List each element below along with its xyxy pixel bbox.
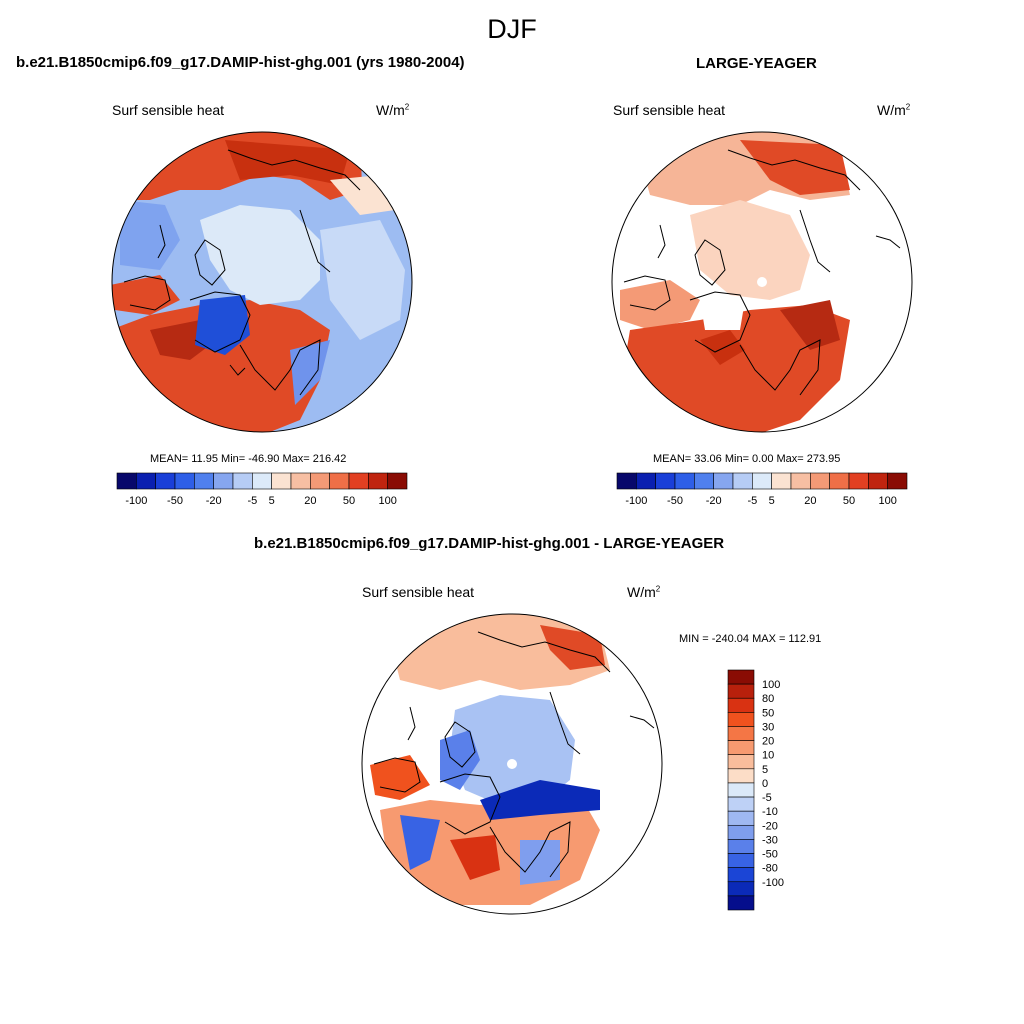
- panel2-colorbar-swatch: [636, 472, 656, 490]
- panel1-colorbar-swatch: [136, 472, 156, 490]
- panel2-colorbar-tick-label: 100: [878, 495, 896, 507]
- panel3-colorbar-swatch: [727, 683, 755, 699]
- panel3-colorbar-label: 0: [762, 778, 768, 790]
- panel2-units: W/m2: [877, 102, 911, 118]
- panel2-map: [611, 131, 913, 433]
- panel2-colorbar-swatch: [674, 472, 695, 490]
- panel2-colorbar-tick-label: -5: [747, 495, 757, 507]
- panel3-colorbar-label: 10: [762, 750, 774, 762]
- panel3-colorbar-swatch: [727, 824, 755, 840]
- panel3-colorbar-label: -100: [762, 877, 784, 889]
- panel2-colorbar-swatch: [694, 472, 714, 490]
- panel3-colorbar-swatch: [727, 768, 755, 784]
- panel2-variable-label: Surf sensible heat: [613, 102, 726, 118]
- panel1-colorbar-tick-label: -20: [206, 495, 222, 507]
- panel2-colorbar-tick-label: 50: [843, 495, 855, 507]
- panel3-stats: MIN = -240.04 MAX = 112.91: [679, 633, 822, 645]
- panel1-colorbar-tick-label: -50: [167, 495, 183, 507]
- panel1-colorbar-swatch: [116, 472, 137, 490]
- panel3-colorbar-swatch: [727, 726, 755, 741]
- panel2-title: LARGE-YEAGER: [696, 55, 817, 72]
- panel2-colorbar-swatch: [732, 472, 753, 490]
- panel1-title: b.e21.B1850cmip6.f09_g17.DAMIP-hist-ghg.…: [16, 54, 465, 71]
- panel3-colorbar-swatch: [727, 712, 755, 727]
- panel2-colorbar-swatch: [771, 472, 792, 490]
- panel1-map: [111, 131, 413, 433]
- panel2-colorbar-tick-label: 20: [804, 495, 816, 507]
- panel1-colorbar: -100 -50 -20 -5 5 20 50 100: [116, 472, 408, 507]
- panel2-colorbar: -100 -50 -20 -5 5 20 50 100: [616, 472, 908, 507]
- panel3-colorbar-swatch: [727, 810, 755, 826]
- panel1-variable-label: Surf sensible heat: [112, 102, 225, 118]
- panel2-colorbar-swatch: [810, 472, 830, 490]
- panel1-colorbar-swatch: [155, 472, 176, 490]
- panel1-colorbar-swatch: [368, 472, 388, 490]
- panel1-colorbar-tick-label: -100: [125, 495, 147, 507]
- panel1-colorbar-tick-label: 20: [304, 495, 316, 507]
- panel3-colorbar-label: -20: [762, 820, 778, 832]
- panel3-colorbar-label: 100: [762, 679, 780, 691]
- panel3-colorbar-label: -50: [762, 849, 778, 861]
- panel3-colorbar-label: 30: [762, 721, 774, 733]
- panel1-colorbar-swatch: [290, 472, 311, 490]
- panel2-colorbar-swatch: [887, 472, 908, 490]
- panel3-colorbar-swatch: [727, 895, 755, 911]
- panel1-colorbar-swatch: [194, 472, 214, 490]
- panel2-colorbar-swatch: [655, 472, 676, 490]
- panel1-colorbar-tick-label: -5: [247, 495, 257, 507]
- panel3-colorbar-swatch: [727, 669, 755, 685]
- panel1-colorbar-swatch: [252, 472, 272, 490]
- panel2-stats: MEAN= 33.06 Min= 0.00 Max= 273.95: [653, 453, 841, 465]
- panel2-colorbar-tick-label: -50: [667, 495, 683, 507]
- panel2-colorbar-swatch: [752, 472, 772, 490]
- panel3-colorbar-swatch: [727, 740, 755, 756]
- panel3-title: b.e21.B1850cmip6.f09_g17.DAMIP-hist-ghg.…: [254, 535, 725, 552]
- panel1-stats: MEAN= 11.95 Min= -46.90 Max= 216.42: [150, 453, 347, 465]
- panel2-colorbar-swatch: [616, 472, 637, 490]
- panel3-colorbar-label: -5: [762, 792, 772, 804]
- figure-title: DJF: [487, 14, 537, 44]
- panel3-units: W/m2: [627, 584, 661, 600]
- panel3-colorbar-swatch: [727, 881, 755, 897]
- panel2-colorbar-swatch: [848, 472, 869, 490]
- panel3-colorbar-swatch: [727, 697, 755, 713]
- panel3-colorbar-label: -30: [762, 834, 778, 846]
- panel3-colorbar-swatch: [727, 754, 755, 770]
- panel1-colorbar-swatch: [348, 472, 369, 490]
- panel2-colorbar-tick-label: -100: [625, 495, 647, 507]
- panel3-colorbar-label: -10: [762, 806, 778, 818]
- panel1-colorbar-swatch: [387, 472, 408, 490]
- panel1-colorbar-tick-label: 5: [269, 495, 275, 507]
- panel1-colorbar-tick-label: 100: [378, 495, 396, 507]
- panel3-colorbar-swatch: [727, 782, 755, 798]
- panel3-variable-label: Surf sensible heat: [362, 584, 475, 600]
- panel3-colorbar-swatch: [727, 853, 755, 868]
- panel1-colorbar-swatch: [213, 472, 234, 490]
- panel3-map: [361, 613, 663, 915]
- panel2-colorbar-tick-label: -20: [706, 495, 722, 507]
- panel2-colorbar-swatch: [713, 472, 734, 490]
- panel1-colorbar-tick-label: 50: [343, 495, 355, 507]
- panel3-colorbar-swatch: [727, 867, 755, 883]
- panel3-colorbar-label: -80: [762, 863, 778, 875]
- panel3-colorbar-label: 50: [762, 707, 774, 719]
- panel1-colorbar-swatch: [271, 472, 292, 490]
- panel1-colorbar-swatch: [174, 472, 195, 490]
- panel3-colorbar-label: 80: [762, 693, 774, 705]
- panel3-colorbar-swatch: [727, 796, 755, 812]
- panel1-units: W/m2: [376, 102, 410, 118]
- panel1-colorbar-swatch: [232, 472, 253, 490]
- panel1-colorbar-swatch: [310, 472, 330, 490]
- panel3-colorbar-label: 5: [762, 764, 768, 776]
- panel3-colorbar-label: 20: [762, 736, 774, 748]
- panel2-colorbar-swatch: [868, 472, 888, 490]
- panel2-colorbar-tick-label: 5: [769, 495, 775, 507]
- panel2-colorbar-swatch: [829, 472, 850, 490]
- panel3-colorbar-swatch: [727, 839, 755, 854]
- panel2-colorbar-swatch: [790, 472, 811, 490]
- panel1-colorbar-swatch: [329, 472, 350, 490]
